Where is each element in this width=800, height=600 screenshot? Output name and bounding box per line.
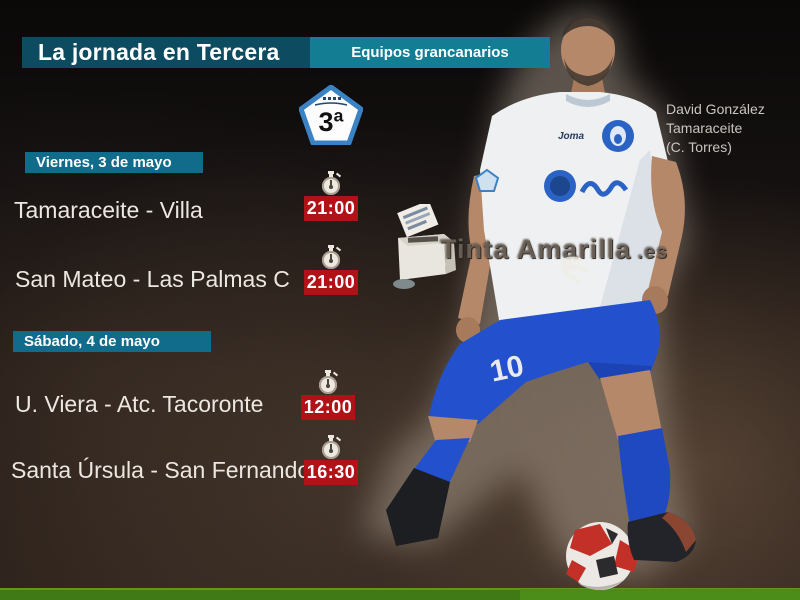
player-left-boot: [386, 468, 450, 546]
jersey-number: 10: [487, 349, 527, 388]
fixture-sanmateo-laspalmasc: San Mateo - Las Palmas C: [15, 266, 290, 292]
header-bar: La jornada en Tercera Equipos grancanari…: [22, 37, 550, 68]
jersey-brand-logo: Joma: [558, 131, 585, 142]
kickoff-time-badge: 21:00: [304, 270, 358, 295]
player-silhouette: Joma 10: [386, 14, 696, 590]
badge-label: 3ª: [318, 107, 343, 137]
sponsor-script: [579, 180, 629, 197]
football: [566, 522, 640, 590]
date-bar-saturday: Sábado, 4 de mayo: [13, 331, 211, 352]
kickoff-time-badge: 16:30: [304, 460, 358, 485]
watermark-tld: .es: [637, 241, 668, 263]
stopwatch-icon: [320, 171, 342, 196]
badge-pentagon: [298, 84, 364, 146]
kickoff-time-badge: 12:00: [301, 395, 355, 420]
watermark-name: Tinta Amarilla: [440, 234, 632, 264]
time-block-2: 21:00: [304, 245, 358, 295]
grass-bright: [520, 589, 800, 600]
player-beard: [564, 56, 613, 86]
fixture-santaursula-sanfernando: Santa Úrsula - San Fernando: [11, 457, 311, 483]
player-head: [561, 18, 615, 82]
watermark: Tinta Amarilla .es: [388, 200, 668, 304]
stopwatch-icon: [317, 370, 339, 395]
fixture-tamaraceite-villa: Tamaraceite - Villa: [14, 197, 203, 223]
sleeve-patch: [474, 168, 500, 192]
time-block-4: 16:30: [304, 435, 358, 485]
stopwatch-icon: [320, 245, 342, 270]
player-right-sock: [618, 428, 671, 526]
printer-icon: [393, 200, 456, 289]
watermark-quill-icon: [560, 256, 590, 284]
jersey-collar: [566, 94, 610, 107]
time-block-1: 21:00: [304, 171, 358, 221]
league-badge: 3ª: [298, 84, 364, 150]
photo-caption: David González Tamaraceite (C. Torres): [666, 100, 800, 157]
player-shorts: [428, 300, 660, 424]
kickoff-time-badge: 21:00: [304, 196, 358, 221]
stopwatch-icon: [320, 435, 342, 460]
fixture-uviera-atctacoronte: U. Viera - Atc. Tacoronte: [15, 391, 264, 417]
grass-edge: [0, 588, 800, 590]
page-subtitle: Equipos grancanarios: [310, 37, 550, 68]
page-title: La jornada en Tercera: [22, 37, 310, 68]
caption-player-name: David González: [666, 101, 765, 117]
time-block-3: 12:00: [301, 370, 355, 420]
caption-team: Tamaraceite: [666, 120, 743, 136]
caption-credit: (C. Torres): [666, 139, 732, 155]
watermark-text: Tinta Amarilla .es: [440, 234, 668, 265]
date-bar-friday: Viernes, 3 de mayo: [25, 152, 203, 173]
player-hair: [562, 14, 614, 40]
